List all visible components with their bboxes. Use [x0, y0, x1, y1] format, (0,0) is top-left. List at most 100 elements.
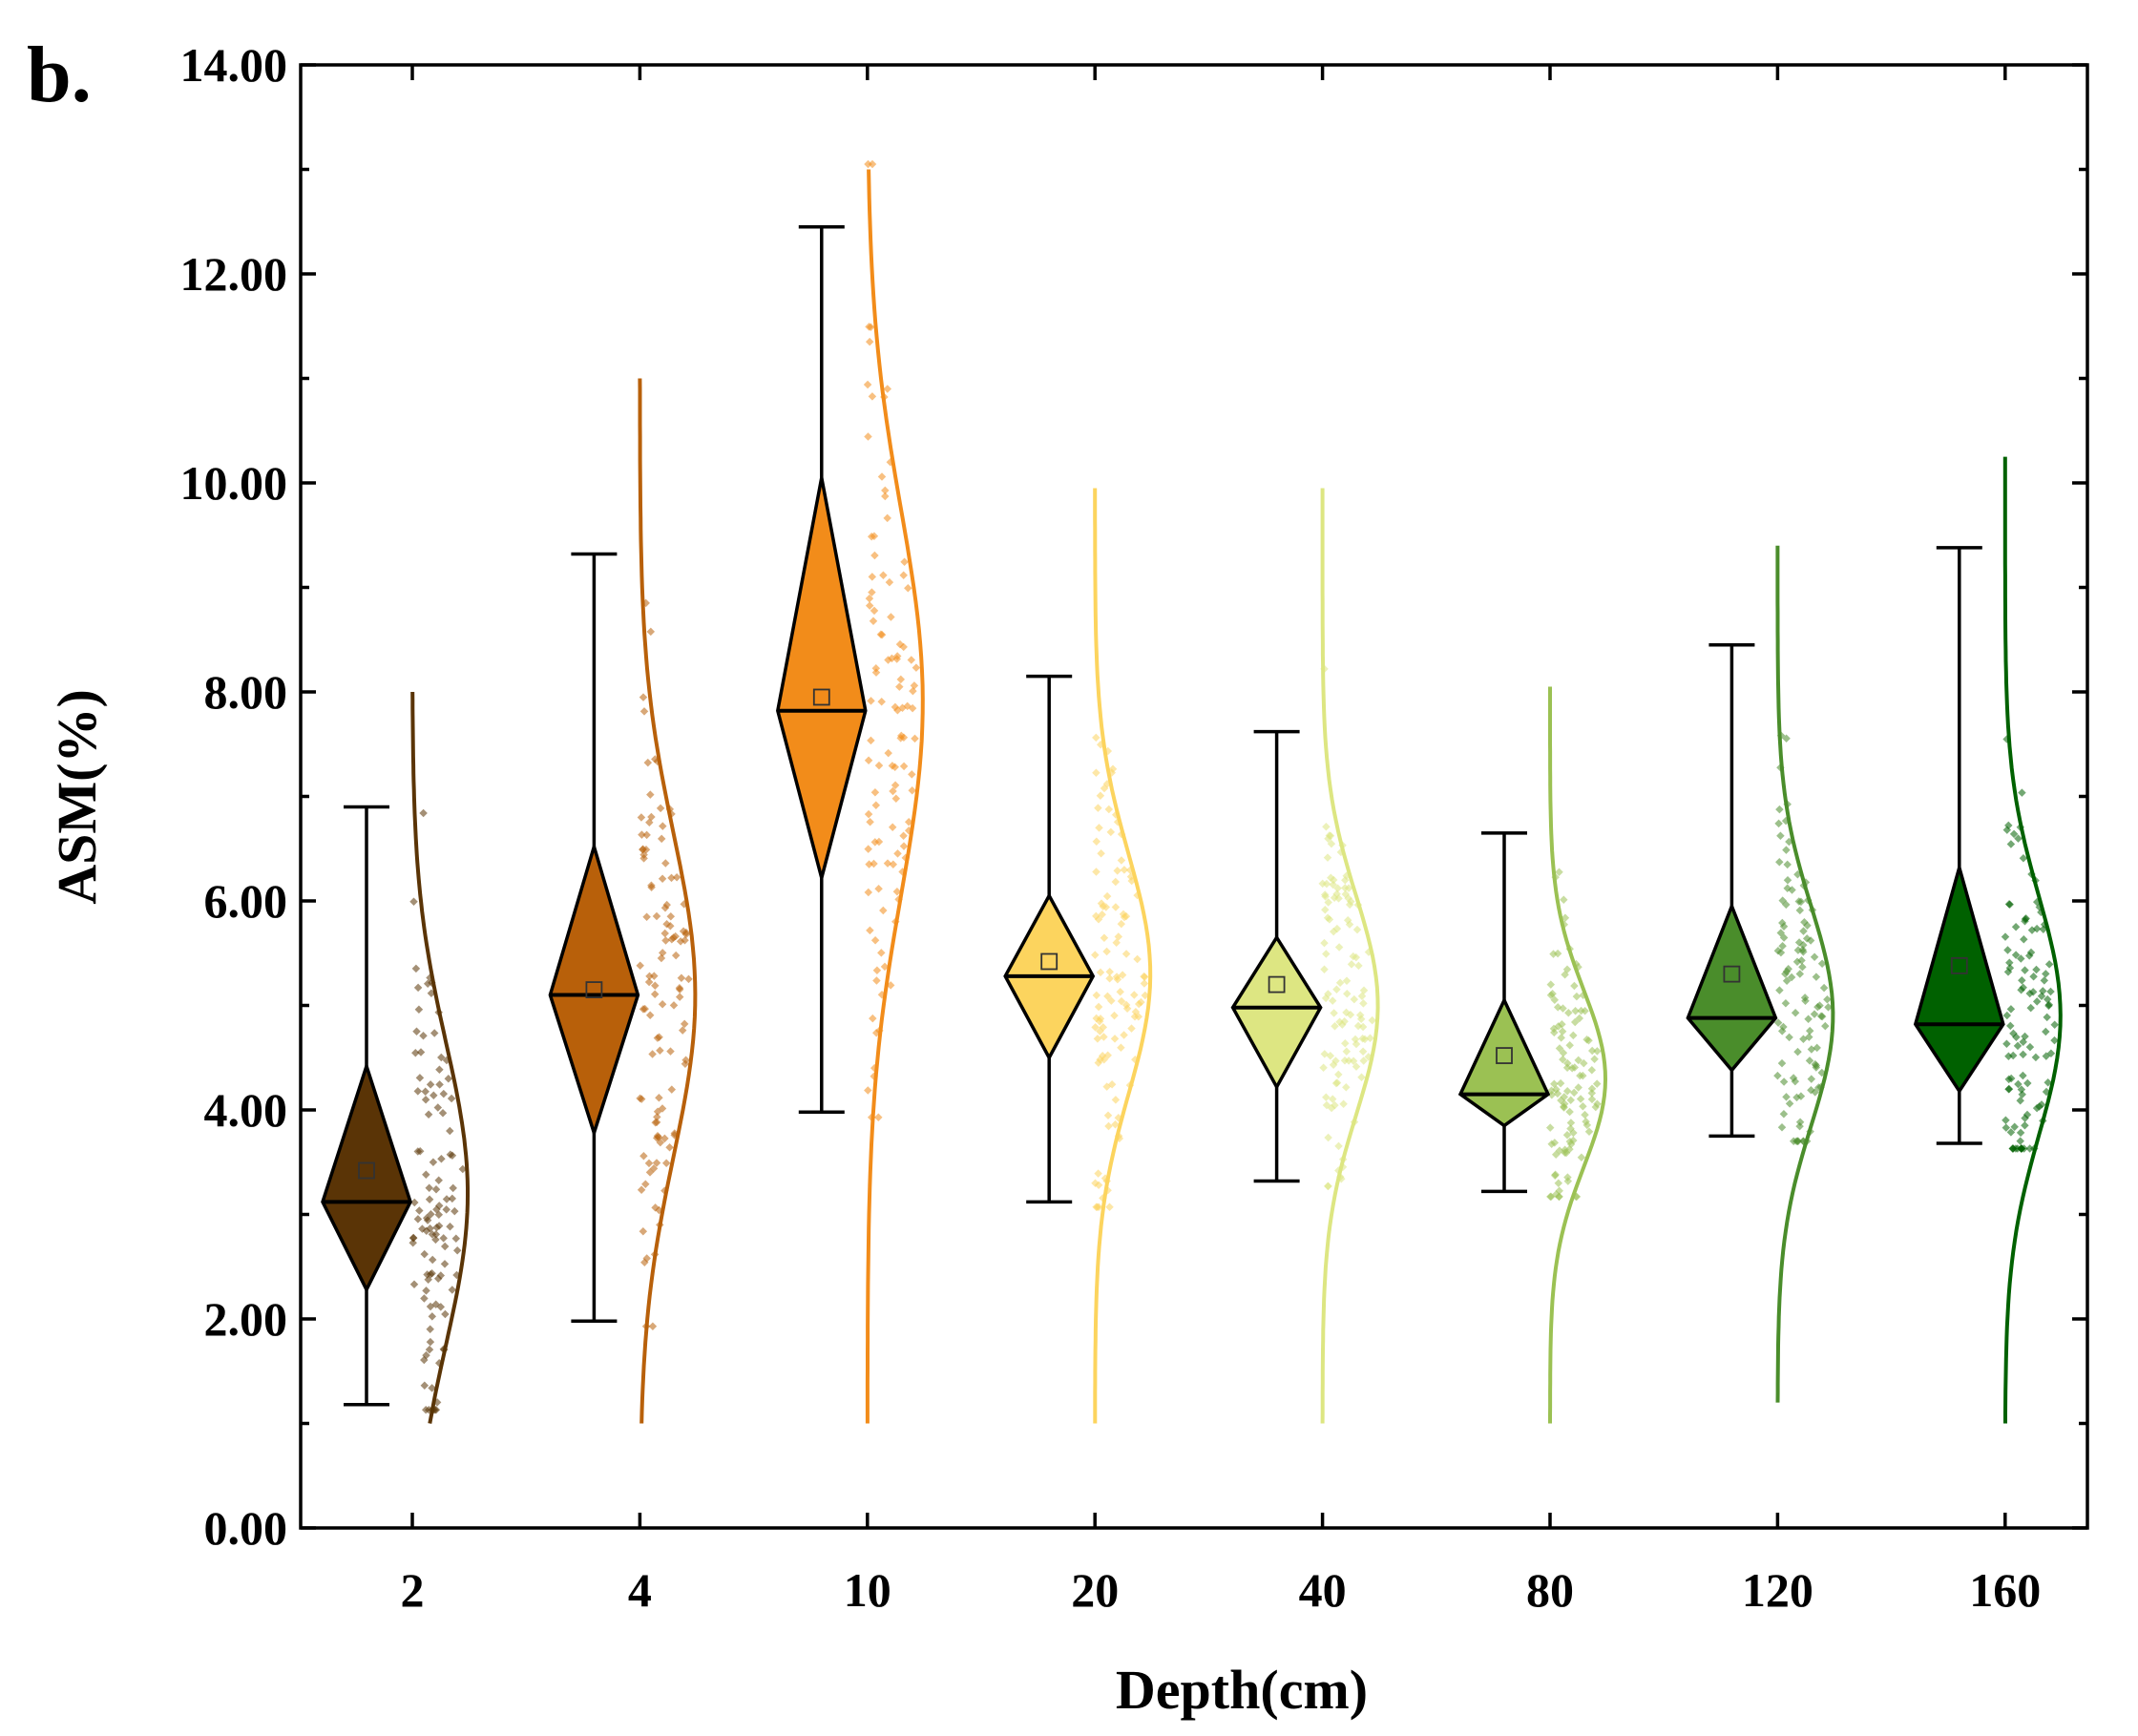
data-point: [425, 1183, 433, 1193]
data-point: [650, 972, 659, 980]
data-point: [1785, 837, 1793, 847]
data-point: [1347, 897, 1355, 906]
data-point: [1096, 1055, 1104, 1064]
data-point: [1587, 1084, 1597, 1093]
data-point: [657, 834, 666, 844]
mean-marker: [1040, 952, 1059, 971]
data-point: [1091, 1023, 1100, 1032]
data-point: [886, 457, 895, 467]
y-tick-label: 8.00: [204, 665, 288, 719]
data-point: [865, 594, 874, 603]
data-point: [1110, 1011, 1119, 1020]
data-point: [1583, 1120, 1592, 1130]
data-point: [2025, 989, 2034, 998]
data-point: [2002, 1123, 2011, 1132]
data-point: [433, 1103, 443, 1112]
data-point: [1569, 1031, 1578, 1040]
data-point: [1793, 1047, 1802, 1056]
data-point: [412, 1027, 421, 1036]
data-point: [1115, 1134, 1124, 1143]
data-point: [661, 936, 670, 945]
data-point: [658, 874, 667, 883]
data-point: [431, 1185, 441, 1194]
data-point: [2025, 1042, 2035, 1052]
data-point: [888, 823, 897, 831]
data-point: [1140, 979, 1149, 988]
data-point: [442, 1205, 451, 1214]
data-point: [2037, 992, 2046, 1001]
data-point: [1575, 1014, 1584, 1023]
data-point: [650, 1250, 660, 1259]
data-point: [1342, 871, 1351, 880]
data-point: [1334, 1141, 1343, 1151]
data-point: [1343, 990, 1352, 998]
data-point: [675, 985, 684, 994]
data-point: [2020, 934, 2028, 944]
data-point: [2006, 840, 2016, 848]
data-point: [409, 1280, 419, 1289]
data-point: [435, 1065, 444, 1074]
data-point: [1567, 1064, 1577, 1073]
data-point: [1805, 1026, 1814, 1035]
data-point: [1322, 879, 1331, 889]
density-curve: [2002, 456, 2063, 1424]
data-point: [2016, 1097, 2024, 1105]
data-point: [1795, 906, 1805, 915]
data-point: [658, 999, 667, 1009]
data-point: [440, 1242, 450, 1251]
y-tick-label: 0.00: [204, 1501, 288, 1555]
data-point: [427, 989, 436, 997]
data-point: [434, 1008, 443, 1017]
data-point: [2006, 1021, 2015, 1031]
data-point: [1817, 959, 1827, 968]
data-point: [870, 859, 878, 868]
data-point: [1799, 1035, 1808, 1044]
data-point: [1819, 983, 1829, 993]
data-point: [2005, 958, 2014, 967]
mean-marker: [585, 981, 603, 998]
data-point: [1781, 998, 1791, 1008]
mean-marker: [1496, 1047, 1513, 1064]
data-point: [865, 601, 874, 610]
data-point: [1130, 991, 1139, 999]
data-point: [422, 1286, 430, 1295]
data-point: [653, 1107, 662, 1116]
data-point: [1120, 866, 1129, 874]
data-point: [1796, 897, 1806, 907]
data-point: [638, 830, 646, 839]
data-point: [1806, 1127, 1814, 1136]
data-point: [1773, 1071, 1782, 1080]
data-point: [1574, 1083, 1583, 1092]
data-point: [870, 606, 879, 616]
data-point: [1812, 973, 1821, 981]
data-point: [896, 675, 906, 684]
data-point: [870, 788, 880, 797]
data-point: [654, 1133, 663, 1141]
data-point: [1106, 827, 1116, 837]
data-point: [1566, 1124, 1575, 1133]
data-point: [421, 1095, 430, 1104]
data-point: [880, 392, 889, 402]
data-point: [1785, 1099, 1794, 1108]
data-point: [667, 1085, 677, 1094]
data-point: [420, 1294, 429, 1303]
data-point: [1322, 950, 1331, 958]
data-point: [1345, 920, 1354, 929]
data-point: [2030, 1144, 2039, 1153]
data-point: [639, 845, 647, 854]
data-point: [426, 973, 434, 982]
data-point: [441, 1309, 450, 1319]
data-point: [1110, 1035, 1120, 1043]
data-point: [665, 1142, 674, 1152]
data-point: [2031, 1053, 2041, 1062]
data-point: [877, 630, 887, 639]
data-point: [1111, 1096, 1121, 1104]
data-point: [870, 1072, 878, 1081]
data-point: [903, 701, 912, 711]
data-point: [1328, 996, 1337, 1005]
data-point: [1577, 1006, 1585, 1015]
data-point: [889, 786, 897, 796]
data-point: [1349, 952, 1358, 961]
data-point: [2032, 897, 2042, 907]
data-point: [2019, 983, 2027, 992]
